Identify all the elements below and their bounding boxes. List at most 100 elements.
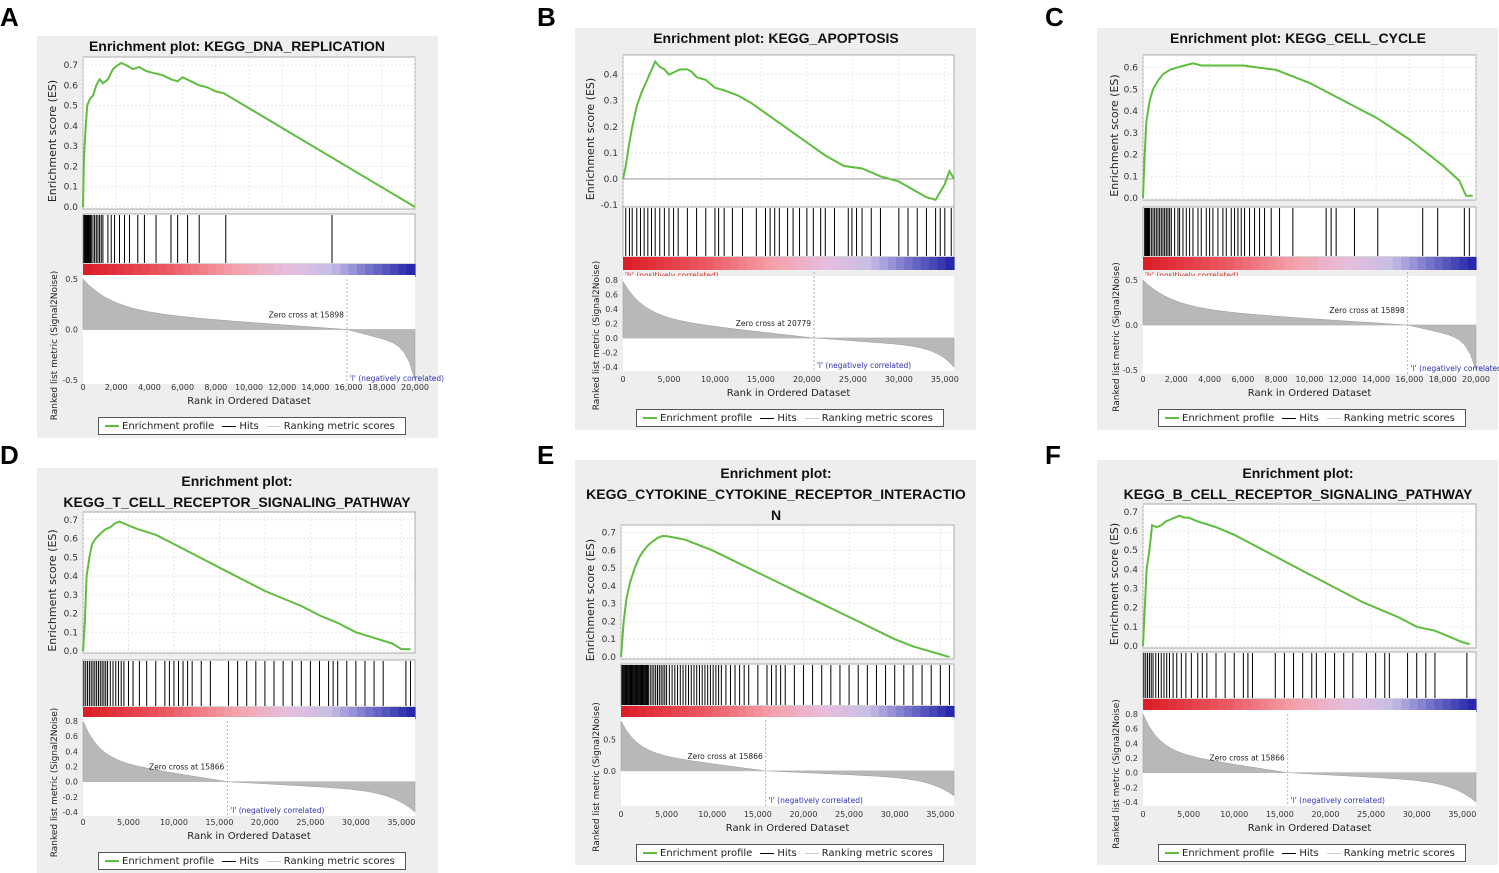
es-tick-label: 0.1 xyxy=(64,183,78,193)
zero-cross-label: Zero cross at 15898 xyxy=(1329,306,1404,315)
x-tick-label: 2,000 xyxy=(1165,375,1188,384)
x-tick-label: 20,000 xyxy=(793,375,821,384)
rank-color-segment xyxy=(904,257,914,270)
rank-color-segment xyxy=(1434,699,1444,712)
metric-axis-label: Ranked list metric (Signal2Noise) xyxy=(592,261,602,411)
hits-swatch-icon xyxy=(1282,417,1297,419)
rank-color-segment xyxy=(132,707,142,719)
profile-swatch-icon xyxy=(643,417,657,419)
legend-metric-label: Ranking metric scores xyxy=(1343,412,1455,424)
rank-color-segment xyxy=(332,707,341,719)
es-tick-label: 0.4 xyxy=(602,582,617,592)
x-tick-label: 10,000 xyxy=(160,818,188,827)
rank-color-segment xyxy=(771,257,781,270)
rank-color-segment xyxy=(838,257,848,270)
enrichment-profile-line xyxy=(82,520,411,652)
rank-color-segment xyxy=(712,706,722,718)
metric-tick-label: 0.6 xyxy=(65,732,78,741)
panel-letter-c: C xyxy=(1045,2,1064,32)
es-tick-label: -0.1 xyxy=(600,201,618,211)
legend-hits-label: Hits xyxy=(239,420,259,432)
rank-color-segment xyxy=(1317,699,1327,712)
x-tick-label: 35,000 xyxy=(387,818,415,827)
rank-color-segment xyxy=(1359,699,1369,712)
rank-color-segment xyxy=(862,257,872,270)
rank-color-segment xyxy=(1226,699,1236,712)
plot-title: Enrichment plot: KEGG_DNA_REPLICATION xyxy=(89,38,385,54)
rank-color-segment xyxy=(298,264,308,277)
es-tick-label: 0.1 xyxy=(1124,172,1138,182)
rank-color-segment xyxy=(1217,699,1227,712)
es-tick-label: 0.2 xyxy=(604,123,618,133)
x-tick-label: 6,000 xyxy=(1231,375,1254,384)
rank-color-segment xyxy=(1251,699,1261,712)
enrichment-profile-line xyxy=(620,535,950,658)
es-tick-label: 0.5 xyxy=(602,564,616,574)
es-plot-area xyxy=(1142,503,1477,649)
x-tick-label: 5,000 xyxy=(117,818,140,827)
legend-metric-label: Ranking metric scores xyxy=(283,420,395,432)
metric-swatch-icon xyxy=(804,417,819,419)
rank-color-segment xyxy=(1351,699,1361,712)
rank-color-segment xyxy=(265,264,275,277)
es-tick-label: 0.0 xyxy=(602,653,617,663)
rank-color-segment xyxy=(813,257,823,270)
legend-d: Enrichment profile Hits Ranking metric s… xyxy=(98,852,406,870)
x-tick-label: 10,000 xyxy=(1220,810,1248,819)
x-tick-label: 4,000 xyxy=(1198,375,1221,384)
legend-hits-label: Hits xyxy=(239,855,259,867)
x-tick-label: 2,000 xyxy=(105,383,128,392)
metric-tick-label: 0.2 xyxy=(65,763,78,772)
x-tick-label: 18,000 xyxy=(1429,375,1457,384)
es-axis-label: Enrichment score (ES) xyxy=(584,78,597,200)
rank-color-segment xyxy=(1143,699,1152,712)
rank-color-segment xyxy=(879,706,888,718)
rank-color-segment xyxy=(1317,257,1327,270)
x-tick-label: 10,000 xyxy=(701,375,729,384)
es-tick-label: 0.2 xyxy=(64,610,78,620)
rank-color-segment xyxy=(340,707,350,719)
legend-metric-label: Ranking metric scores xyxy=(821,412,933,424)
hits-swatch-icon xyxy=(760,417,775,419)
rank-color-segment xyxy=(373,264,383,277)
es-tick-label: 0.7 xyxy=(64,61,78,71)
legend-e: Enrichment profile Hits Ranking metric s… xyxy=(636,844,944,862)
metric-tick-label: 0.0 xyxy=(1125,769,1138,778)
metric-tick-label: -0.5 xyxy=(62,376,78,385)
rank-color-segment xyxy=(887,257,897,270)
metric-axis-label: Ranked list metric (Signal2Noise) xyxy=(1112,262,1122,412)
rank-color-segment xyxy=(1176,257,1186,270)
rank-color-segment xyxy=(1292,257,1302,270)
plot-title: N xyxy=(771,507,781,523)
x-tick-label: 5,000 xyxy=(655,810,678,819)
plot-title: Enrichment plot: xyxy=(181,473,292,489)
rank-color-segment xyxy=(1301,257,1311,270)
rank-color-segment xyxy=(373,707,383,719)
rank-color-segment xyxy=(904,706,913,718)
rank-color-segment xyxy=(1451,699,1460,712)
rank-color-segment xyxy=(1467,699,1477,712)
metric-tick-label: 0.5 xyxy=(65,275,78,284)
rank-color-segment xyxy=(381,264,391,277)
x-tick-label: 35,000 xyxy=(1448,810,1476,819)
negative-correlated-label: 'l' (negatively correlated) xyxy=(1291,796,1385,805)
rank-color-segment xyxy=(656,257,665,270)
rank-color-segment xyxy=(745,706,755,718)
x-tick-label: 25,000 xyxy=(296,818,324,827)
rank-color-segment xyxy=(754,706,764,718)
rank-color-segment xyxy=(1401,699,1410,712)
legend-c: Enrichment profile Hits Ranking metric s… xyxy=(1158,409,1466,427)
rank-color-segment xyxy=(1326,699,1336,712)
rank-color-segment xyxy=(1376,699,1386,712)
rank-color-segment xyxy=(1434,257,1444,270)
legend-profile-label: Enrichment profile xyxy=(122,855,215,867)
rank-color-segment xyxy=(1151,699,1161,712)
rank-color-segment xyxy=(232,707,242,719)
rank-color-segment xyxy=(1392,257,1402,270)
zero-cross-label: Zero cross at 15866 xyxy=(149,763,224,772)
rank-color-segment xyxy=(398,264,408,277)
rank-color-segment xyxy=(929,257,939,270)
es-axis-label: Enrichment score (ES) xyxy=(1108,74,1121,196)
positive-correlated-label: 'h' (positively correlated) xyxy=(1145,271,1239,280)
rank-color-segment xyxy=(929,706,938,718)
